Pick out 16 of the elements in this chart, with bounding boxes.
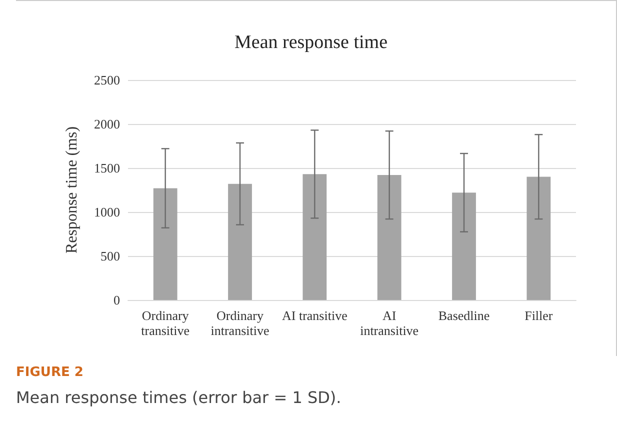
y-tick-label: 0 [114, 292, 120, 308]
y-axis-title: Response time (ms) [64, 126, 80, 254]
x-tick-label: Ordinary transitive [141, 308, 190, 338]
y-tick-label: 1000 [94, 204, 120, 220]
y-tick-label: 2000 [94, 116, 120, 132]
caption: FIGURE 2 [16, 365, 84, 380]
x-tick-label: Basedline [438, 308, 490, 323]
text: Mean response times (error bar = 1 SD). [16, 388, 342, 407]
y-tick-label: 500 [100, 248, 120, 264]
x-tick-label: Filler [524, 308, 554, 323]
x-tick-label: AI intransitive [360, 308, 419, 338]
y-tick-label: 1500 [94, 160, 120, 176]
chart-title: Mean response time [234, 32, 388, 53]
y-tick-label: 2500 [94, 72, 120, 88]
x-tick-label: AI transitive [282, 308, 348, 323]
x-tick-label: Ordinary intransitive [210, 308, 270, 338]
